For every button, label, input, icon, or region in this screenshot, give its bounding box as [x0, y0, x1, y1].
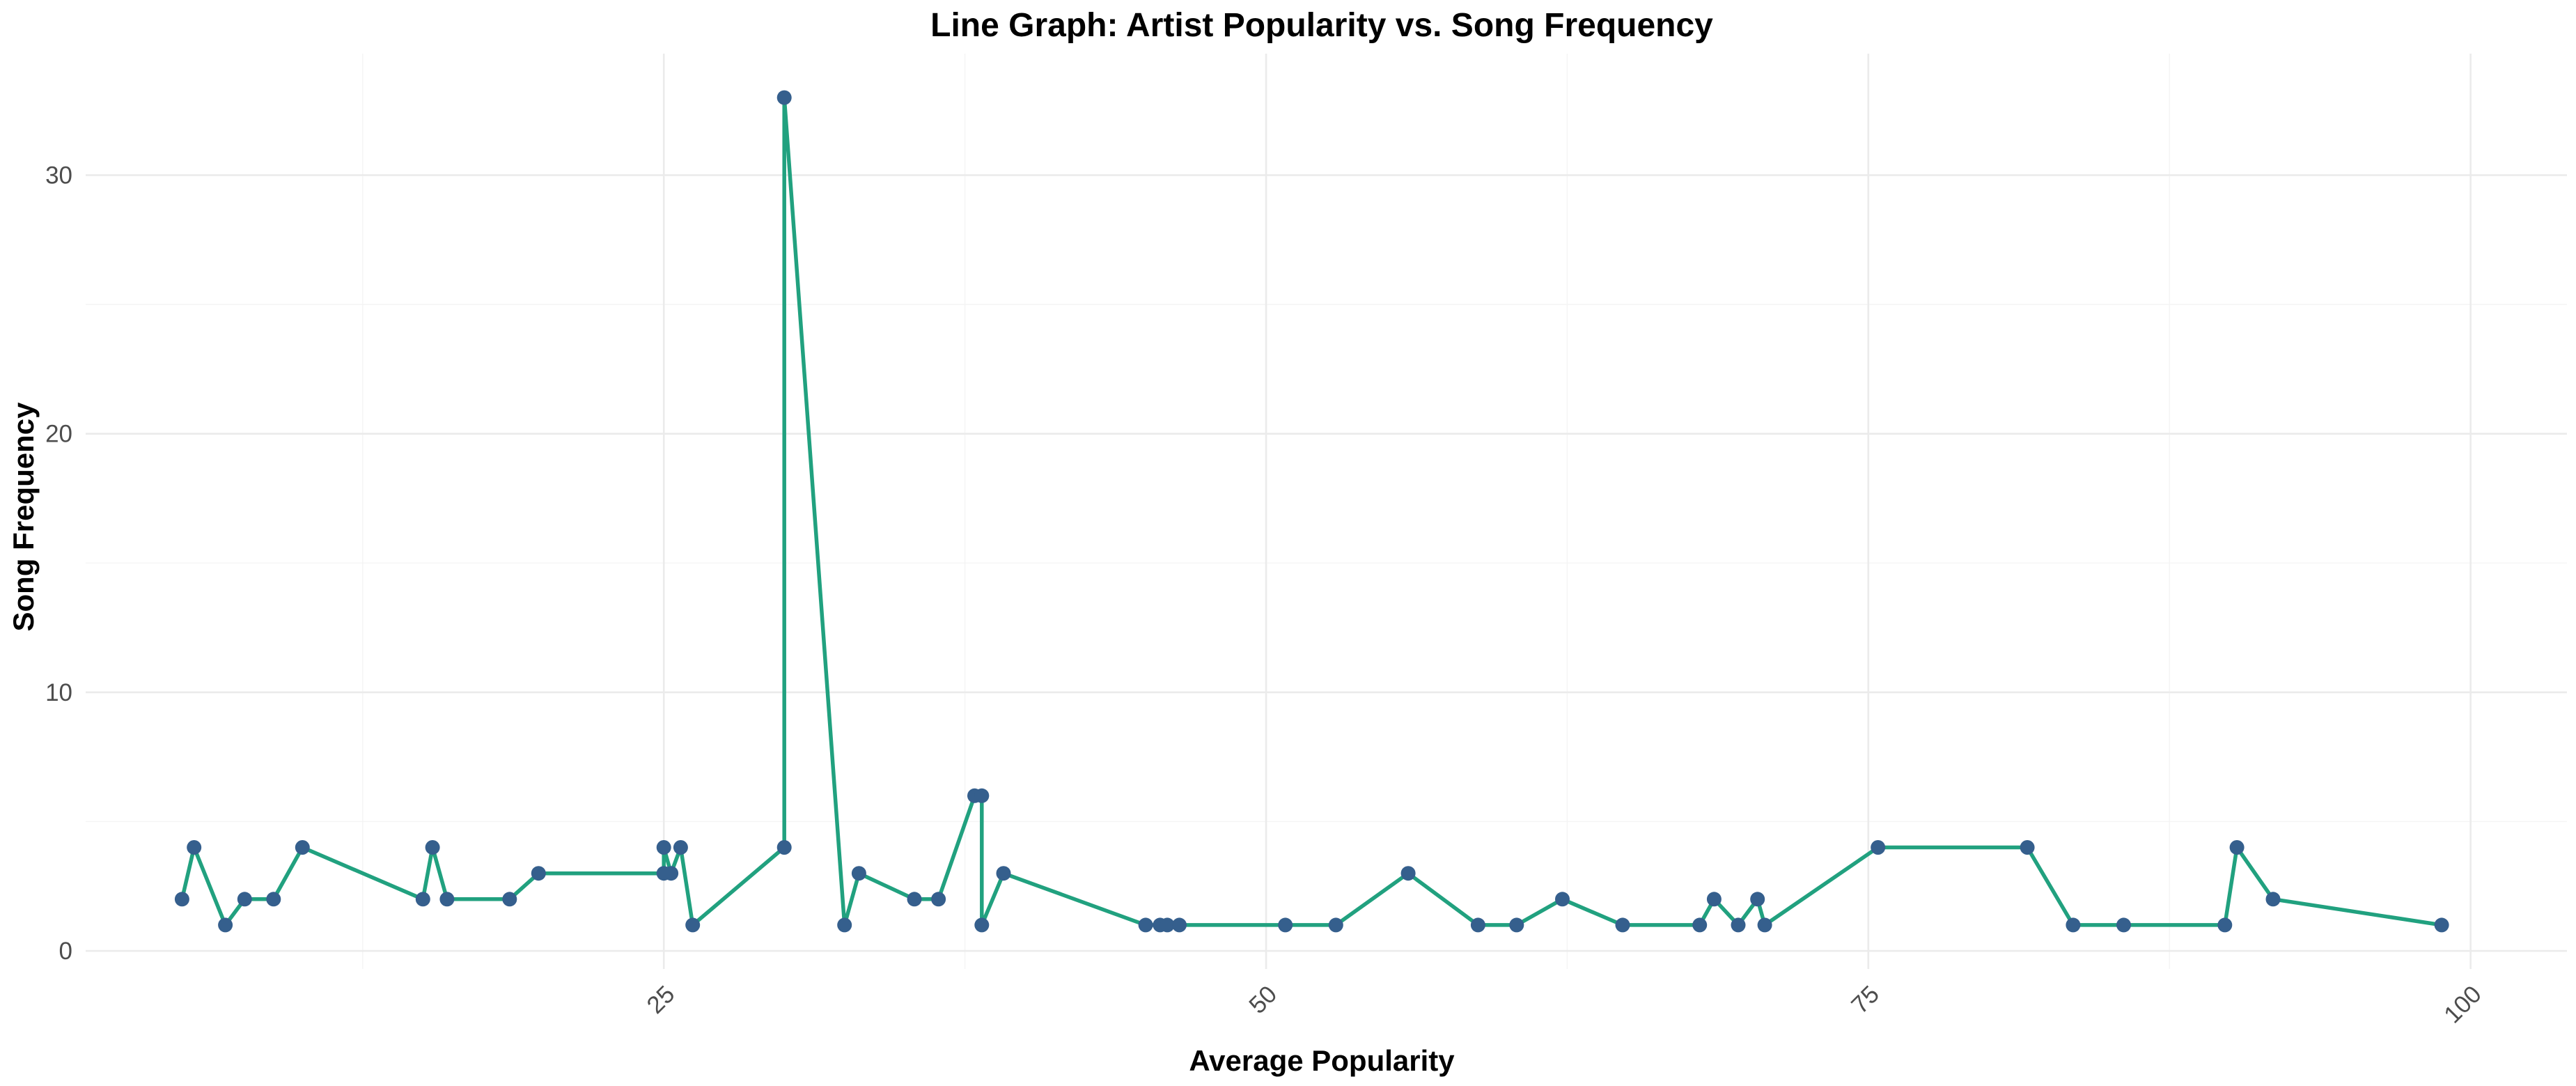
data-point — [2116, 917, 2131, 933]
minor-gridlines — [86, 54, 2567, 969]
y-tick-label: 30 — [45, 162, 72, 189]
data-point — [1692, 917, 1708, 933]
data-point — [776, 90, 792, 105]
y-tick-label: 10 — [45, 679, 72, 706]
data-point — [851, 866, 866, 881]
data-point — [656, 840, 671, 855]
data-point — [2066, 917, 2081, 933]
data-point — [2217, 917, 2233, 933]
data-point — [776, 840, 792, 855]
data-point — [1706, 892, 1722, 907]
data-point — [266, 892, 281, 907]
points-layer — [174, 90, 2449, 933]
data-point — [2265, 892, 2281, 907]
data-point — [974, 917, 990, 933]
y-axis-title: Song Frequency — [7, 402, 40, 632]
major-gridlines — [86, 54, 2567, 969]
data-point — [1138, 917, 1153, 933]
data-point — [1757, 917, 1772, 933]
data-point — [425, 840, 440, 855]
series-layer — [180, 95, 2444, 927]
x-tick-label: 100 — [2439, 981, 2487, 1029]
chart-title: Line Graph: Artist Popularity vs. Song F… — [930, 7, 1713, 44]
data-point — [237, 892, 252, 907]
x-tick-label: 75 — [1846, 981, 1884, 1019]
data-point — [685, 917, 701, 933]
data-point — [1750, 892, 1765, 907]
data-point — [673, 840, 688, 855]
x-axis-title: Average Popularity — [1189, 1044, 1455, 1077]
data-point — [531, 866, 546, 881]
y-tick-label: 20 — [45, 421, 72, 448]
data-point — [1615, 917, 1630, 933]
data-point — [996, 866, 1011, 881]
data-point — [1160, 917, 1175, 933]
x-axis-ticks: 25 50 75 100 — [641, 981, 2487, 1029]
data-point — [2229, 840, 2245, 855]
data-point — [2020, 840, 2035, 855]
data-point — [1400, 866, 1416, 881]
data-point — [837, 917, 852, 933]
data-point — [664, 866, 679, 881]
data-point — [295, 840, 310, 855]
data-point — [1731, 917, 1746, 933]
data-point — [1278, 917, 1293, 933]
data-point — [1555, 892, 1570, 907]
data-point — [218, 917, 233, 933]
y-tick-label: 0 — [59, 938, 72, 965]
y-axis-ticks: 0 10 20 30 — [45, 162, 72, 965]
x-tick-label: 50 — [1244, 981, 1282, 1019]
data-point — [1509, 917, 1524, 933]
x-tick-label: 25 — [641, 981, 680, 1019]
data-point — [439, 892, 455, 907]
data-point — [907, 892, 922, 907]
data-point — [502, 892, 517, 907]
data-point — [174, 892, 189, 907]
data-point — [1328, 917, 1343, 933]
data-point — [187, 840, 202, 855]
data-point — [2434, 917, 2449, 933]
series-line — [180, 95, 2444, 927]
data-point — [1172, 917, 1187, 933]
data-point — [931, 892, 946, 907]
data-point — [1871, 840, 1886, 855]
data-point — [1470, 917, 1485, 933]
data-point — [974, 788, 990, 803]
data-point — [415, 892, 430, 907]
